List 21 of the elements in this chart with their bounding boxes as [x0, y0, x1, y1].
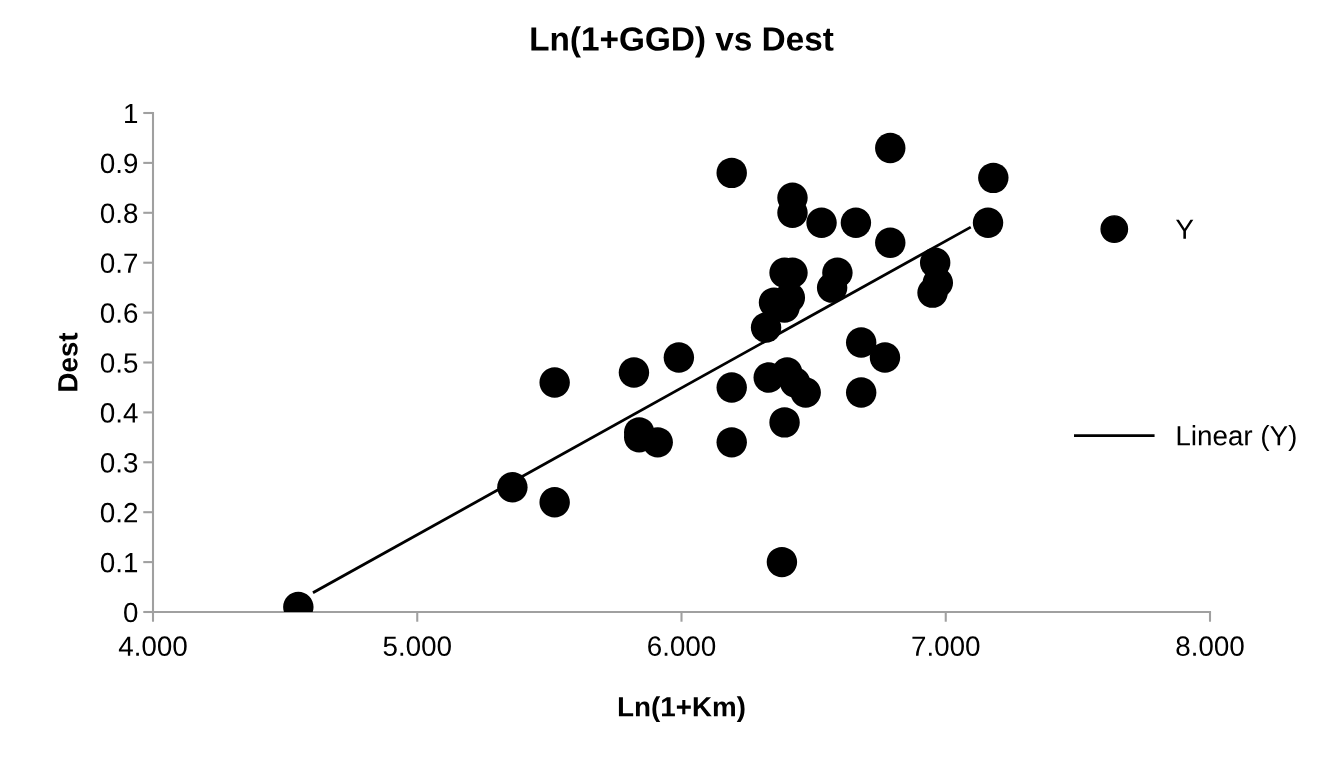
x-axis-title: Ln(1+Km) [618, 696, 745, 723]
x-tick-label: 6.000 [648, 636, 716, 657]
y-axis-title: Dest [58, 332, 78, 391]
legend-label: Linear (Y) [1177, 425, 1296, 451]
x-tick-label: 5.000 [383, 636, 451, 657]
chart-title: Ln(1+GGD) vs Dest [531, 26, 834, 58]
x-tick-label: 8.000 [1176, 636, 1244, 657]
y-tick-label: 0.1 [100, 552, 138, 573]
y-tick-label: 0 [124, 602, 138, 623]
y-tick-label: 0.8 [100, 203, 138, 224]
x-tick-label: 7.000 [912, 636, 980, 657]
y-tick-label: 0.6 [100, 303, 138, 323]
y-tick-label: 1 [125, 103, 138, 124]
y-tick-label: 0.3 [100, 452, 138, 473]
y-tick-label: 0.9 [100, 153, 138, 174]
legend-label: Y [1176, 219, 1194, 239]
y-tick-label: 0.5 [100, 353, 138, 373]
y-tick-label: 0.2 [100, 502, 138, 523]
y-tick-label: 0.7 [100, 253, 138, 274]
y-tick-label: 0.4 [100, 403, 138, 423]
x-tick-label: 4.000 [118, 636, 187, 657]
